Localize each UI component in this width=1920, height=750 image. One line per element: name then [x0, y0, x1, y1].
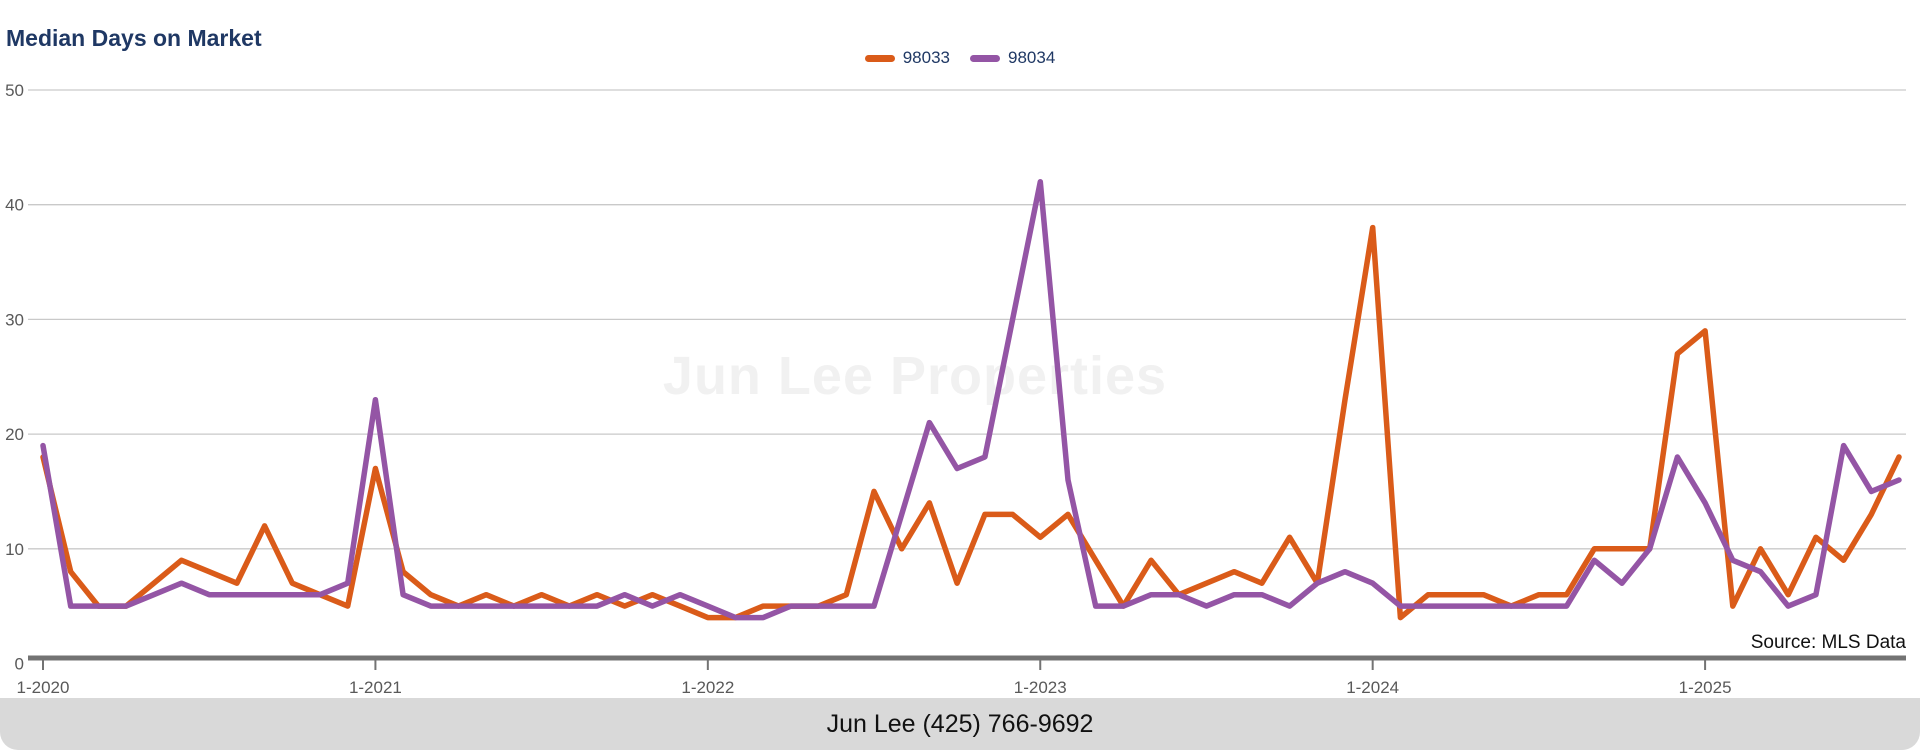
legend-swatch-98034	[970, 54, 1000, 62]
x-tick-label-1-2021: 1-2021	[349, 678, 402, 697]
legend-swatch-98033	[864, 54, 895, 62]
x-tick-label-1-2022: 1-2022	[681, 678, 734, 697]
legend-item-98033[interactable]: 98033	[864, 48, 950, 68]
legend-label-98033: 98033	[902, 48, 950, 67]
watermark-text: Jun Lee Properties	[662, 346, 1168, 406]
y-tick-label-10: 10	[5, 540, 24, 559]
y-tick-label-30: 30	[5, 310, 24, 329]
y-tick-label-40: 40	[5, 196, 24, 215]
source-note: Source: MLS Data	[1750, 632, 1906, 653]
footer-contact-text: Jun Lee (425) 766-9692	[826, 709, 1094, 738]
legend-label-98034: 98034	[1008, 48, 1056, 67]
x-tick-label-1-2023: 1-2023	[1014, 678, 1067, 697]
legend: 98033 98034	[0, 48, 1920, 68]
x-tick-label-1-2025: 1-2025	[1679, 678, 1732, 697]
x-tick-label-1-2020: 1-2020	[17, 678, 70, 697]
y-tick-label-0: 0	[15, 655, 24, 674]
series-98034-line	[40, 179, 1902, 621]
y-tick-label-50: 50	[5, 81, 24, 100]
y-tick-label-20: 20	[5, 425, 24, 444]
legend-item-98034[interactable]: 98034	[970, 48, 1055, 68]
footer-bar: Jun Lee (425) 766-9692	[0, 698, 1920, 750]
chart-title: Median Days on Market	[6, 25, 262, 51]
series-98033-line	[40, 224, 1902, 621]
x-tick-label-1-2024: 1-2024	[1346, 678, 1399, 697]
